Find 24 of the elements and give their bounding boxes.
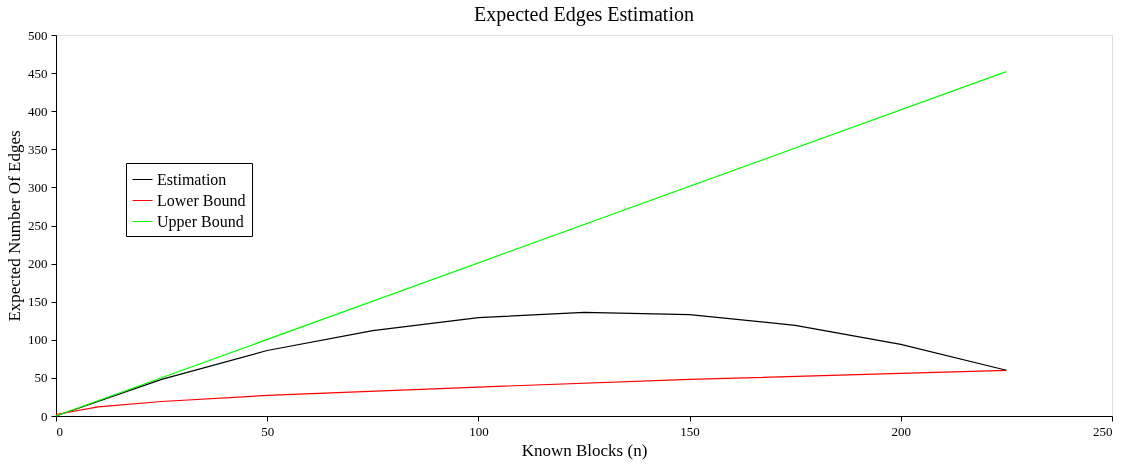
y-axis-title: Expected Number Of Edges xyxy=(5,130,24,322)
legend-label: Estimation xyxy=(157,170,227,188)
legend-label: Lower Bound xyxy=(157,191,246,209)
line-series xyxy=(55,369,1007,416)
chart-title: Expected Edges Estimation xyxy=(474,3,694,26)
x-axis-title: Known Blocks (n) xyxy=(521,440,648,460)
x-tick-label: 250 xyxy=(1093,423,1113,439)
x-tick-label: 200 xyxy=(891,423,912,439)
y-tick-label: 200 xyxy=(28,256,48,272)
y-tick-label: 0 xyxy=(41,408,48,424)
y-tick-label: 50 xyxy=(34,370,48,386)
y-tick-label: 350 xyxy=(28,141,48,157)
y-tick-label: 300 xyxy=(28,179,48,195)
y-tick-label: 100 xyxy=(28,332,48,348)
y-tick-label: 250 xyxy=(28,218,48,233)
legend-label: Upper Bound xyxy=(157,212,244,231)
x-tick-label: 100 xyxy=(469,423,489,439)
y-tick-label: 450 xyxy=(28,65,48,81)
y-tick-label: 500 xyxy=(28,27,48,43)
y-tick-label: 150 xyxy=(28,294,48,310)
x-tick-label: 150 xyxy=(680,423,700,439)
x-tick-label: 0 xyxy=(56,423,63,439)
x-tick-label: 50 xyxy=(261,423,275,439)
y-tick-label: 400 xyxy=(28,103,48,119)
